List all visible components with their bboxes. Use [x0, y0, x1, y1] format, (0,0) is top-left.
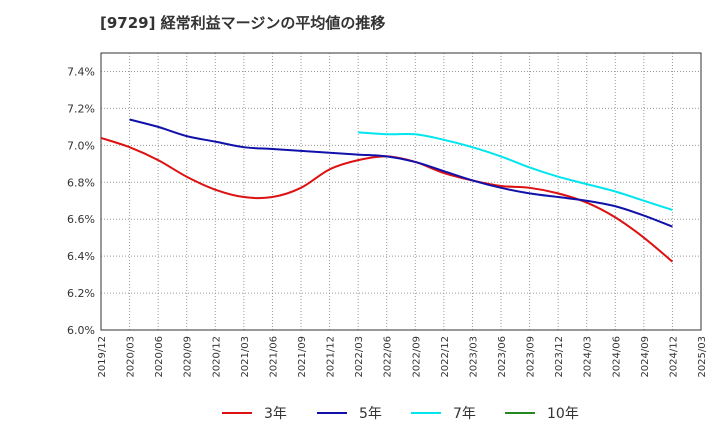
x-tick-label: 2020/03	[126, 336, 137, 378]
x-tick-label: 2024/12	[668, 336, 679, 378]
y-tick-label: 6.4%	[67, 250, 95, 263]
legend-label: 5年	[359, 406, 382, 422]
legend: 3年 5年 7年 10年	[222, 406, 579, 422]
x-tick-label: 2023/12	[554, 336, 565, 378]
y-tick-label: 6.6%	[67, 213, 95, 226]
x-tick-label: 2025/03	[697, 336, 708, 378]
grid-lines	[101, 53, 701, 330]
y-tick-label: 7.0%	[67, 139, 95, 152]
legend-label: 7年	[453, 406, 476, 422]
x-tick-label: 2023/03	[468, 336, 479, 378]
x-tick-label: 2021/06	[268, 336, 279, 378]
x-tick-label: 2024/06	[611, 336, 622, 378]
chart-title: [9729] 経常利益マージンの平均値の推移	[100, 14, 386, 32]
x-tick-label: 2021/09	[297, 336, 308, 378]
x-tick-label: 2020/09	[183, 336, 194, 378]
x-tick-label: 2020/12	[211, 336, 222, 378]
x-tick-labels: 2019/12 2020/03 2020/06 2020/09 2020/12 2021/…	[97, 336, 708, 378]
legend-label: 10年	[547, 406, 579, 422]
plot-frame	[100, 52, 702, 331]
x-tick-label: 2024/03	[583, 336, 594, 378]
y-tick-label: 6.2%	[67, 287, 95, 300]
y-tick-labels: 6.0% 6.2% 6.4% 6.6% 6.8% 7.0% 7.2% 7.4%	[67, 65, 95, 337]
x-tick-label: 2020/06	[154, 336, 165, 378]
x-tick-label: 2022/09	[411, 336, 422, 378]
series-line-7年	[358, 131, 673, 211]
y-tick-label: 7.2%	[67, 102, 95, 115]
x-tick-label: 2023/09	[526, 336, 537, 378]
x-tick-label: 2021/03	[240, 336, 251, 378]
y-tick-label: 6.0%	[67, 324, 95, 337]
x-tick-label: 2021/12	[326, 336, 337, 378]
x-tick-label: 2022/12	[440, 336, 451, 378]
series-line-5年	[129, 118, 673, 228]
x-tick-label: 2023/06	[497, 336, 508, 378]
x-tick-label: 2022/06	[383, 336, 394, 378]
x-tick-label: 2022/03	[354, 336, 365, 378]
x-tick-label: 2019/12	[97, 336, 108, 378]
series-lines	[100, 118, 674, 263]
y-tick-label: 6.8%	[67, 176, 95, 189]
legend-label: 3年	[264, 406, 287, 422]
y-tick-label: 7.4%	[67, 65, 95, 78]
x-tick-label: 2024/09	[640, 336, 651, 378]
